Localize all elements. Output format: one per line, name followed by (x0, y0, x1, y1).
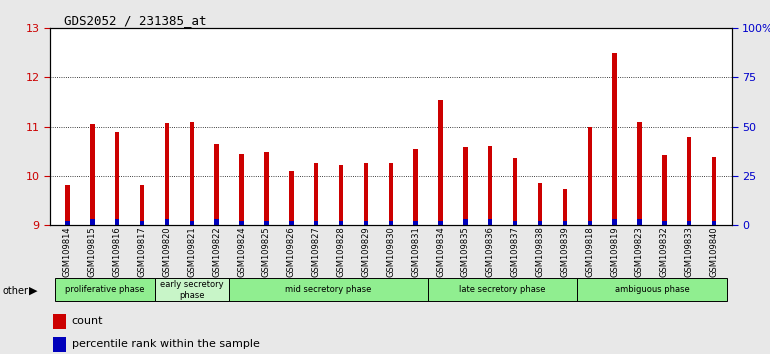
Bar (214, 219, 219, 225)
Text: late secretory phase: late secretory phase (460, 285, 546, 295)
Bar (578, 279, 727, 301)
Bar (638, 122, 641, 225)
Bar (289, 221, 293, 225)
Bar (612, 219, 617, 225)
Bar (53, 337, 65, 352)
Bar (189, 122, 194, 225)
Bar (264, 221, 269, 225)
Bar (638, 219, 641, 225)
Bar (115, 219, 119, 225)
Text: GDS2052 / 231385_at: GDS2052 / 231385_at (64, 14, 206, 27)
Bar (537, 183, 542, 225)
Bar (413, 149, 418, 225)
Bar (513, 159, 517, 225)
Bar (165, 122, 169, 225)
Bar (389, 221, 393, 225)
Bar (428, 279, 578, 301)
Bar (264, 152, 269, 225)
Bar (53, 314, 65, 329)
Bar (165, 219, 169, 225)
Bar (588, 221, 592, 225)
Bar (662, 221, 667, 225)
Text: count: count (72, 316, 103, 326)
Bar (339, 221, 343, 225)
Bar (90, 219, 95, 225)
Bar (65, 185, 70, 225)
Bar (140, 184, 144, 225)
Text: other: other (2, 286, 28, 296)
Bar (463, 219, 467, 225)
Text: ambiguous phase: ambiguous phase (614, 285, 689, 295)
Bar (363, 221, 368, 225)
Bar (438, 99, 443, 225)
Bar (711, 221, 716, 225)
Text: ▶: ▶ (29, 286, 38, 296)
Bar (438, 221, 443, 225)
Bar (239, 221, 244, 225)
Bar (314, 221, 319, 225)
Text: percentile rank within the sample: percentile rank within the sample (72, 339, 259, 349)
Text: proliferative phase: proliferative phase (65, 285, 145, 295)
Bar (90, 124, 95, 225)
Bar (115, 132, 119, 225)
Bar (389, 164, 393, 225)
Bar (239, 154, 244, 225)
Bar (339, 165, 343, 225)
Bar (711, 157, 716, 225)
Bar (314, 164, 319, 225)
Bar (563, 189, 567, 225)
Bar (214, 144, 219, 225)
Bar (140, 221, 144, 225)
Bar (687, 137, 691, 225)
Text: mid secretory phase: mid secretory phase (286, 285, 372, 295)
Text: early secretory
phase: early secretory phase (160, 280, 223, 299)
Bar (537, 221, 542, 225)
Bar (563, 221, 567, 225)
Bar (488, 146, 493, 225)
Bar (513, 221, 517, 225)
Bar (662, 155, 667, 225)
Bar (55, 279, 155, 301)
Bar (687, 221, 691, 225)
Bar (463, 147, 467, 225)
Bar (413, 221, 418, 225)
Bar (229, 279, 428, 301)
Bar (189, 221, 194, 225)
Bar (289, 171, 293, 225)
Bar (363, 164, 368, 225)
Bar (155, 279, 229, 301)
Bar (488, 219, 493, 225)
Bar (612, 53, 617, 225)
Bar (65, 221, 70, 225)
Bar (588, 126, 592, 225)
